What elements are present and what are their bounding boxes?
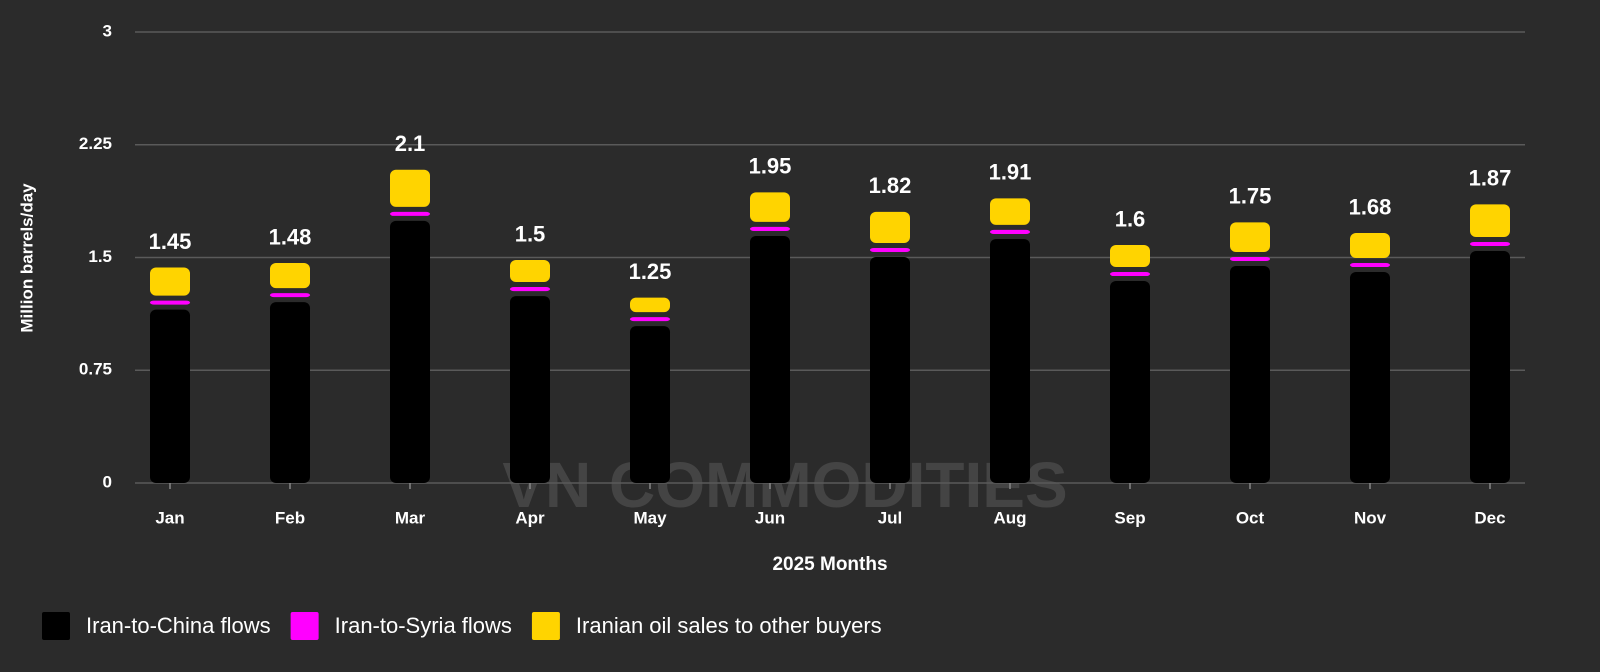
- data-label: 1.45: [149, 229, 192, 254]
- x-tick-label: Apr: [515, 508, 545, 527]
- legend-swatch: [290, 612, 319, 640]
- data-label: 1.5: [515, 221, 546, 246]
- x-tick-label: Nov: [1354, 508, 1387, 527]
- data-label: 1.48: [269, 224, 312, 249]
- data-label: 1.91: [989, 160, 1032, 185]
- bar-segment: [390, 169, 430, 207]
- bar-segment: [270, 293, 310, 298]
- y-tick-label: 2.25: [79, 134, 112, 153]
- bar-segment: [510, 260, 550, 283]
- bar-segment: [1110, 244, 1150, 268]
- data-label: 1.75: [1229, 184, 1272, 209]
- bar-segment: [630, 297, 670, 313]
- bar-segment: [1350, 272, 1390, 483]
- y-axis-label: Million barrels/day: [17, 183, 36, 333]
- y-tick-label: 3: [103, 21, 112, 40]
- x-tick-label: Feb: [275, 508, 305, 527]
- x-tick-label: Sep: [1114, 508, 1145, 527]
- bar-segment: [870, 247, 910, 252]
- x-tick-label: Mar: [395, 508, 426, 527]
- bar-segment: [1230, 222, 1270, 252]
- bar-segment: [510, 287, 550, 292]
- bar-segment: [750, 235, 790, 483]
- legend-label: Iran-to-Syria flows: [335, 613, 512, 638]
- bar-segment: [1470, 250, 1510, 483]
- legend-swatch: [531, 612, 560, 640]
- bar-segment: [390, 211, 430, 216]
- bar-segment: [390, 220, 430, 483]
- bar-segment: [870, 256, 910, 483]
- bar-segment: [270, 302, 310, 483]
- bar-segment: [990, 229, 1030, 234]
- data-label: 1.82: [869, 173, 912, 198]
- bar-segment: [150, 309, 190, 483]
- x-tick-label: Jun: [755, 508, 785, 527]
- bar-segment: [270, 263, 310, 289]
- data-label: 1.87: [1469, 166, 1512, 191]
- x-tick-label: Oct: [1236, 508, 1265, 527]
- bar-segment: [630, 326, 670, 483]
- bar-segment: [1470, 204, 1510, 237]
- data-label: 2.1: [395, 131, 426, 156]
- y-tick-label: 0: [103, 472, 112, 491]
- y-tick-label: 1.5: [88, 247, 112, 266]
- bar-segment: [990, 238, 1030, 483]
- legend-label: Iranian oil sales to other buyers: [576, 613, 882, 638]
- data-label: 1.6: [1115, 206, 1146, 231]
- bar-segment: [1350, 232, 1390, 259]
- bar-segment: [1470, 241, 1510, 246]
- legend-label: Iran-to-China flows: [86, 613, 271, 638]
- bar-segment: [1110, 272, 1150, 277]
- x-tick-label: May: [633, 508, 667, 527]
- bar-segment: [150, 300, 190, 305]
- x-axis-label: 2025 Months: [772, 554, 887, 575]
- bar-segment: [150, 267, 190, 296]
- x-tick-label: Jul: [878, 508, 903, 527]
- data-label: 1.95: [749, 154, 792, 179]
- x-tick-label: Dec: [1474, 508, 1505, 527]
- bar-segment: [1230, 256, 1270, 262]
- bar-segment: [870, 211, 910, 243]
- bar-segment: [510, 296, 550, 483]
- data-label: 1.68: [1349, 194, 1392, 219]
- bar-segment: [1230, 266, 1270, 483]
- x-tick-label: Jan: [155, 508, 184, 527]
- bar-segment: [990, 198, 1030, 225]
- bar-segment: [630, 317, 670, 322]
- y-tick-label: 0.75: [79, 360, 112, 379]
- bar-segment: [1110, 281, 1150, 483]
- data-label: 1.25: [629, 259, 672, 284]
- bar-segment: [750, 192, 790, 222]
- legend-swatch: [42, 612, 70, 640]
- bar-segment: [1350, 263, 1390, 268]
- x-tick-label: Aug: [993, 508, 1026, 527]
- bar-segment: [750, 226, 790, 231]
